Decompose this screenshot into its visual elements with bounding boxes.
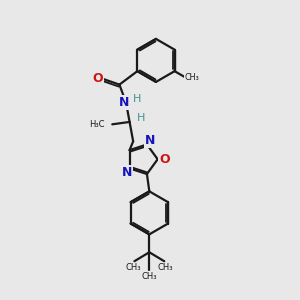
Text: N: N [145, 134, 155, 146]
Text: H: H [133, 94, 142, 104]
Text: CH₃: CH₃ [125, 263, 141, 272]
Text: H: H [137, 113, 145, 123]
Text: H₃C: H₃C [89, 120, 104, 129]
Text: O: O [159, 153, 169, 166]
Text: CH₃: CH₃ [184, 74, 199, 82]
Text: N: N [119, 96, 130, 109]
Text: O: O [92, 71, 103, 85]
Text: N: N [122, 167, 132, 179]
Text: CH₃: CH₃ [158, 263, 173, 272]
Text: CH₃: CH₃ [142, 272, 157, 280]
